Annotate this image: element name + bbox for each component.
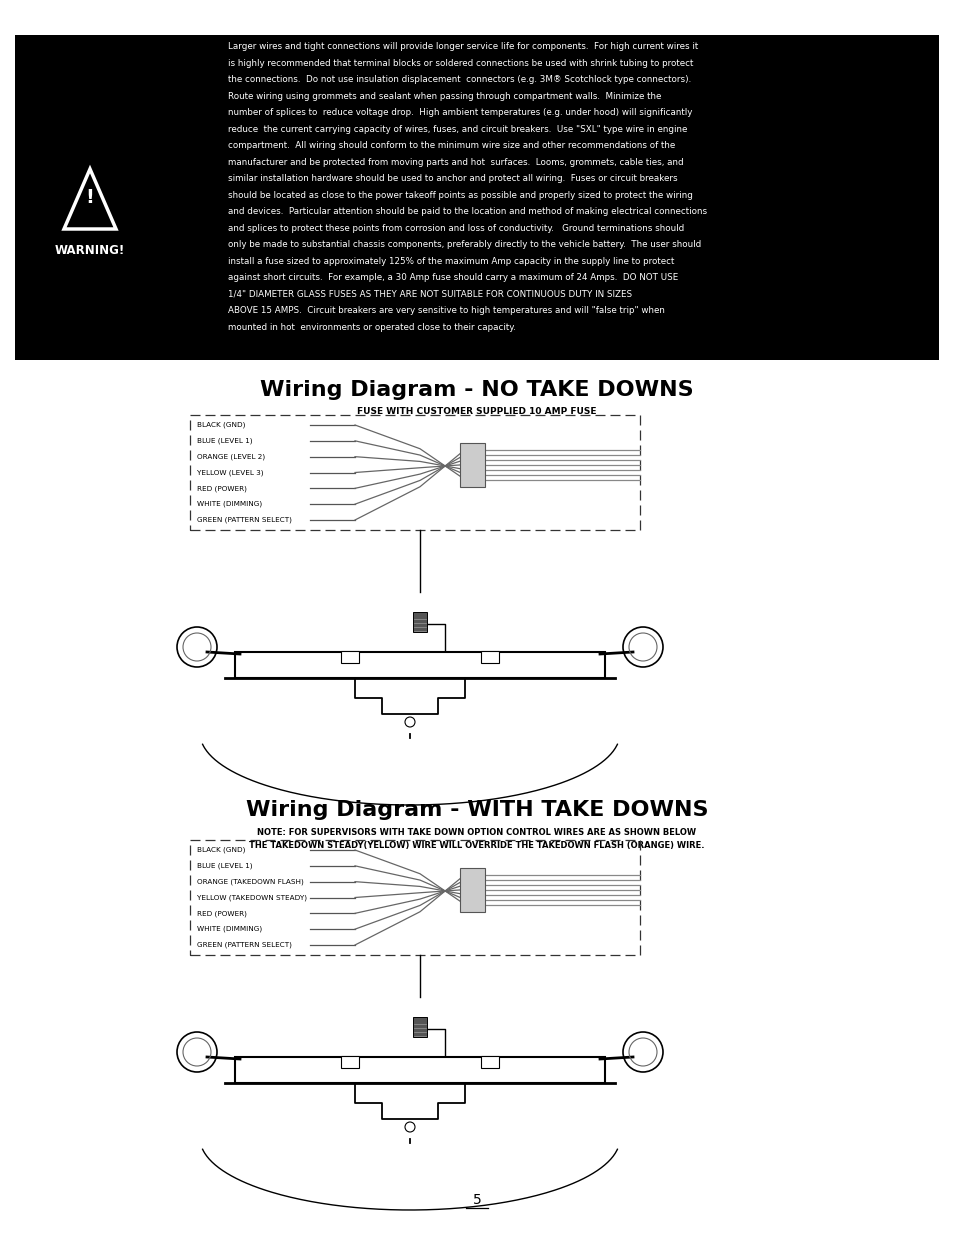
Text: !: !: [86, 188, 94, 206]
Text: NOTE: FOR SUPERVISORS WITH TAKE DOWN OPTION CONTROL WIRES ARE AS SHOWN BELOW: NOTE: FOR SUPERVISORS WITH TAKE DOWN OPT…: [257, 827, 696, 837]
Text: the connections.  Do not use insulation displacement  connectors (e.g. 3M® Scotc: the connections. Do not use insulation d…: [228, 75, 691, 84]
Text: Larger wires and tight connections will provide longer service life for componen: Larger wires and tight connections will …: [228, 42, 698, 51]
Text: against short circuits.  For example, a 30 Amp fuse should carry a maximum of 24: against short circuits. For example, a 3…: [228, 273, 678, 282]
Text: ABOVE 15 AMPS.  Circuit breakers are very sensitive to high temperatures and wil: ABOVE 15 AMPS. Circuit breakers are very…: [228, 306, 664, 315]
Text: ORANGE (TAKEDOWN FLASH): ORANGE (TAKEDOWN FLASH): [196, 878, 303, 885]
Bar: [480, 651, 498, 663]
Text: RED (POWER): RED (POWER): [196, 910, 247, 916]
Text: 5: 5: [472, 1193, 481, 1207]
Text: BLUE (LEVEL 1): BLUE (LEVEL 1): [196, 437, 253, 445]
Text: FUSE WITH CUSTOMER SUPPLIED 10 AMP FUSE: FUSE WITH CUSTOMER SUPPLIED 10 AMP FUSE: [356, 408, 597, 416]
Bar: [413, 613, 427, 632]
Bar: [480, 1056, 498, 1068]
Bar: [190, 415, 639, 530]
Text: GREEN (PATTERN SELECT): GREEN (PATTERN SELECT): [196, 516, 292, 524]
Ellipse shape: [177, 1032, 216, 1072]
Text: compartment.  All wiring should conform to the minimum wire size and other recom: compartment. All wiring should conform t…: [228, 141, 675, 149]
Text: GREEN (PATTERN SELECT): GREEN (PATTERN SELECT): [196, 942, 292, 948]
Text: RED (POWER): RED (POWER): [196, 485, 247, 492]
Text: WARNING!: WARNING!: [55, 243, 125, 257]
Text: Wiring Diagram - WITH TAKE DOWNS: Wiring Diagram - WITH TAKE DOWNS: [246, 800, 707, 820]
Text: BLACK (GND): BLACK (GND): [196, 421, 245, 429]
Bar: [190, 840, 639, 955]
Text: reduce  the current carrying capacity of wires, fuses, and circuit breakers.  Us: reduce the current carrying capacity of …: [228, 125, 687, 133]
Text: should be located as close to the power takeoff points as possible and properly : should be located as close to the power …: [228, 190, 692, 200]
Text: manufacturer and be protected from moving parts and hot  surfaces.  Looms, gromm: manufacturer and be protected from movin…: [228, 158, 683, 167]
Text: BLUE (LEVEL 1): BLUE (LEVEL 1): [196, 862, 253, 869]
Text: YELLOW (TAKEDOWN STEADY): YELLOW (TAKEDOWN STEADY): [196, 894, 307, 900]
Bar: [15, 35, 938, 359]
Text: ORANGE (LEVEL 2): ORANGE (LEVEL 2): [196, 453, 265, 459]
Text: mounted in hot  environments or operated close to their capacity.: mounted in hot environments or operated …: [228, 322, 516, 331]
Text: Route wiring using grommets and sealant when passing through compartment walls. : Route wiring using grommets and sealant …: [228, 91, 660, 100]
Text: THE TAKEDOWN STEADY(YELLOW) WIRE WILL OVERRIDE THE TAKEDOWN FLASH (ORANGE) WIRE.: THE TAKEDOWN STEADY(YELLOW) WIRE WILL OV…: [249, 841, 704, 850]
Bar: [413, 1016, 427, 1037]
Text: WHITE (DIMMING): WHITE (DIMMING): [196, 501, 262, 508]
Bar: [340, 651, 358, 663]
Text: is highly recommended that terminal blocks or soldered connections be used with : is highly recommended that terminal bloc…: [228, 58, 693, 68]
Bar: [234, 1057, 604, 1083]
Bar: [340, 1056, 358, 1068]
Text: only be made to substantial chassis components, preferably directly to the vehic: only be made to substantial chassis comp…: [228, 240, 700, 249]
Text: number of splices to  reduce voltage drop.  High ambient temperatures (e.g. unde: number of splices to reduce voltage drop…: [228, 107, 692, 117]
Ellipse shape: [622, 1032, 662, 1072]
Bar: [234, 652, 604, 678]
Text: and devices.  Particular attention should be paid to the location and method of : and devices. Particular attention should…: [228, 207, 706, 216]
Ellipse shape: [622, 627, 662, 667]
Text: similar installation hardware should be used to anchor and protect all wiring.  : similar installation hardware should be …: [228, 174, 677, 183]
Text: and splices to protect these points from corrosion and loss of conductivity.   G: and splices to protect these points from…: [228, 224, 683, 232]
Text: install a fuse sized to approximately 125% of the maximum Amp capacity in the su: install a fuse sized to approximately 12…: [228, 257, 674, 266]
Ellipse shape: [177, 627, 216, 667]
Text: Wiring Diagram - NO TAKE DOWNS: Wiring Diagram - NO TAKE DOWNS: [260, 380, 693, 400]
Text: BLACK (GND): BLACK (GND): [196, 847, 245, 853]
Bar: [459, 867, 484, 911]
Bar: [459, 442, 484, 487]
Text: WHITE (DIMMING): WHITE (DIMMING): [196, 926, 262, 932]
Text: YELLOW (LEVEL 3): YELLOW (LEVEL 3): [196, 469, 263, 475]
Text: 1/4" DIAMETER GLASS FUSES AS THEY ARE NOT SUITABLE FOR CONTINUOUS DUTY IN SIZES: 1/4" DIAMETER GLASS FUSES AS THEY ARE NO…: [228, 289, 632, 299]
